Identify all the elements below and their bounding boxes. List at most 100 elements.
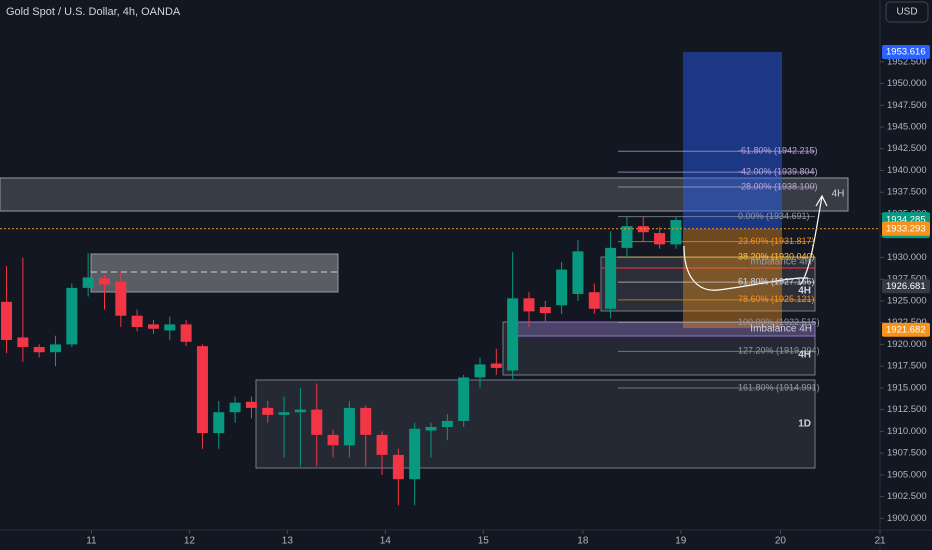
candle-body [507, 298, 519, 371]
y-tick-label: 1900.000 [887, 513, 927, 524]
y-tick-label: 1922.500 [887, 317, 927, 328]
fib-label: 100.00% (1922.515) [738, 317, 820, 327]
candle-body [1, 301, 13, 341]
zone-label: 1D [798, 419, 811, 430]
price-tag-label: 1934.285 [886, 215, 926, 226]
stop-area [683, 229, 782, 328]
candle-body [376, 434, 388, 455]
fib-label: 0.00% (1934.691) [738, 211, 810, 221]
fib-label: 23.60% (1931.817) [738, 236, 815, 246]
price-tag-label: 1921.682 [886, 324, 926, 335]
fib-label: -42.00% (1939.804) [738, 167, 818, 177]
candle-body [131, 315, 143, 328]
drawn-path [683, 245, 808, 291]
candle-body [474, 364, 486, 378]
x-tick-label: 11 [86, 536, 97, 547]
candle-body [229, 402, 241, 413]
y-tick-label: 1952.500 [887, 56, 927, 67]
candle-body [196, 346, 208, 434]
y-tick-label: 1940.000 [887, 165, 927, 176]
zone-label: 4H [798, 350, 811, 361]
y-tick-label: 1902.500 [887, 491, 927, 502]
candle-body [66, 287, 78, 345]
zone-label: 4H [832, 189, 845, 200]
candle-body [670, 220, 682, 245]
x-tick-label: 18 [577, 536, 589, 547]
x-tick-label: 12 [184, 536, 196, 547]
target-area [683, 52, 782, 229]
y-tick-label: 1905.000 [887, 469, 927, 480]
y-tick-label: 1917.500 [887, 361, 927, 372]
candle-body [556, 269, 568, 306]
fib-label: 38.20% (1930.040) [738, 251, 815, 261]
candle-body [621, 226, 633, 248]
candle-body [490, 363, 502, 368]
fib-label: -61.80% (1942.215) [738, 146, 818, 156]
y-tick-label: 1920.000 [887, 339, 927, 350]
y-tick-label: 1930.000 [887, 252, 927, 263]
candle-body [115, 281, 127, 316]
candle-body [572, 251, 584, 294]
candle-body [327, 434, 339, 446]
x-tick-label: 13 [282, 536, 294, 547]
candle-body [278, 412, 290, 415]
zone [90, 253, 339, 293]
candle-body [392, 454, 404, 480]
price-tag-label: 1926.681 [886, 281, 926, 292]
candle-body [409, 428, 421, 480]
candle-body [654, 233, 666, 245]
fib-label: 78.60% (1925.121) [738, 294, 815, 304]
y-tick-label: 1945.000 [887, 121, 927, 132]
x-tick-label: 20 [775, 536, 787, 547]
zone-label: Imbalance 4H [750, 257, 812, 268]
plot: -61.80% (1942.215) -42.00% (1939.804) -28.… [1, 146, 820, 506]
x-tick-label: 14 [380, 536, 392, 547]
candle-body [343, 407, 355, 446]
x-tick-label: 15 [478, 536, 490, 547]
candle-body [245, 401, 257, 408]
x-tick-label: 19 [675, 536, 687, 547]
fib-label: -28.00% (1938.100) [738, 181, 818, 191]
candle-body [82, 277, 94, 288]
candle-body [360, 407, 372, 435]
candle-body [425, 427, 437, 431]
y-tick-label: 1950.000 [887, 78, 927, 89]
zone [0, 177, 849, 212]
y-tick-label: 1910.000 [887, 426, 927, 437]
y-tick-label: 1927.500 [887, 274, 927, 285]
zone-label: Imbalance 4H [750, 324, 812, 335]
candle-body [164, 324, 176, 331]
x-tick-label: 21 [874, 536, 886, 547]
y-tick-label: 1907.500 [887, 448, 927, 459]
candle-body [605, 247, 617, 309]
currency-button[interactable] [885, 1, 929, 23]
candle-body [213, 412, 225, 434]
candle-body [458, 377, 470, 421]
price-tag [882, 279, 930, 294]
chart-title: Gold Spot / U.S. Dollar, 4h, OANDA [6, 6, 181, 18]
price-tag [882, 221, 930, 236]
zone [255, 379, 816, 469]
fib-label: 61.80% (1927.166) [738, 276, 815, 286]
candle-body [147, 324, 159, 329]
candle-body [50, 344, 62, 353]
y-tick-label: 1925.000 [887, 295, 927, 306]
price-tag [882, 322, 930, 337]
candle-body [441, 420, 453, 428]
price-tag-label: 1953.616 [886, 47, 926, 58]
candle-body [588, 292, 600, 309]
fib-label: 161.80% (1914.991) [738, 382, 820, 392]
candle-body [294, 409, 306, 413]
zone-label: 4H [798, 286, 811, 297]
candle-body [523, 298, 535, 312]
price-tag [882, 45, 930, 60]
fib-label: 127.20% (1919.204) [738, 346, 820, 356]
currency-label[interactable]: USD [896, 7, 917, 18]
candle-body [180, 324, 192, 342]
y-tick-label: 1937.500 [887, 187, 927, 198]
candle-body [637, 226, 649, 233]
y-tick-label: 1942.500 [887, 143, 927, 154]
candle-body [17, 337, 29, 348]
candle-body [539, 307, 551, 314]
